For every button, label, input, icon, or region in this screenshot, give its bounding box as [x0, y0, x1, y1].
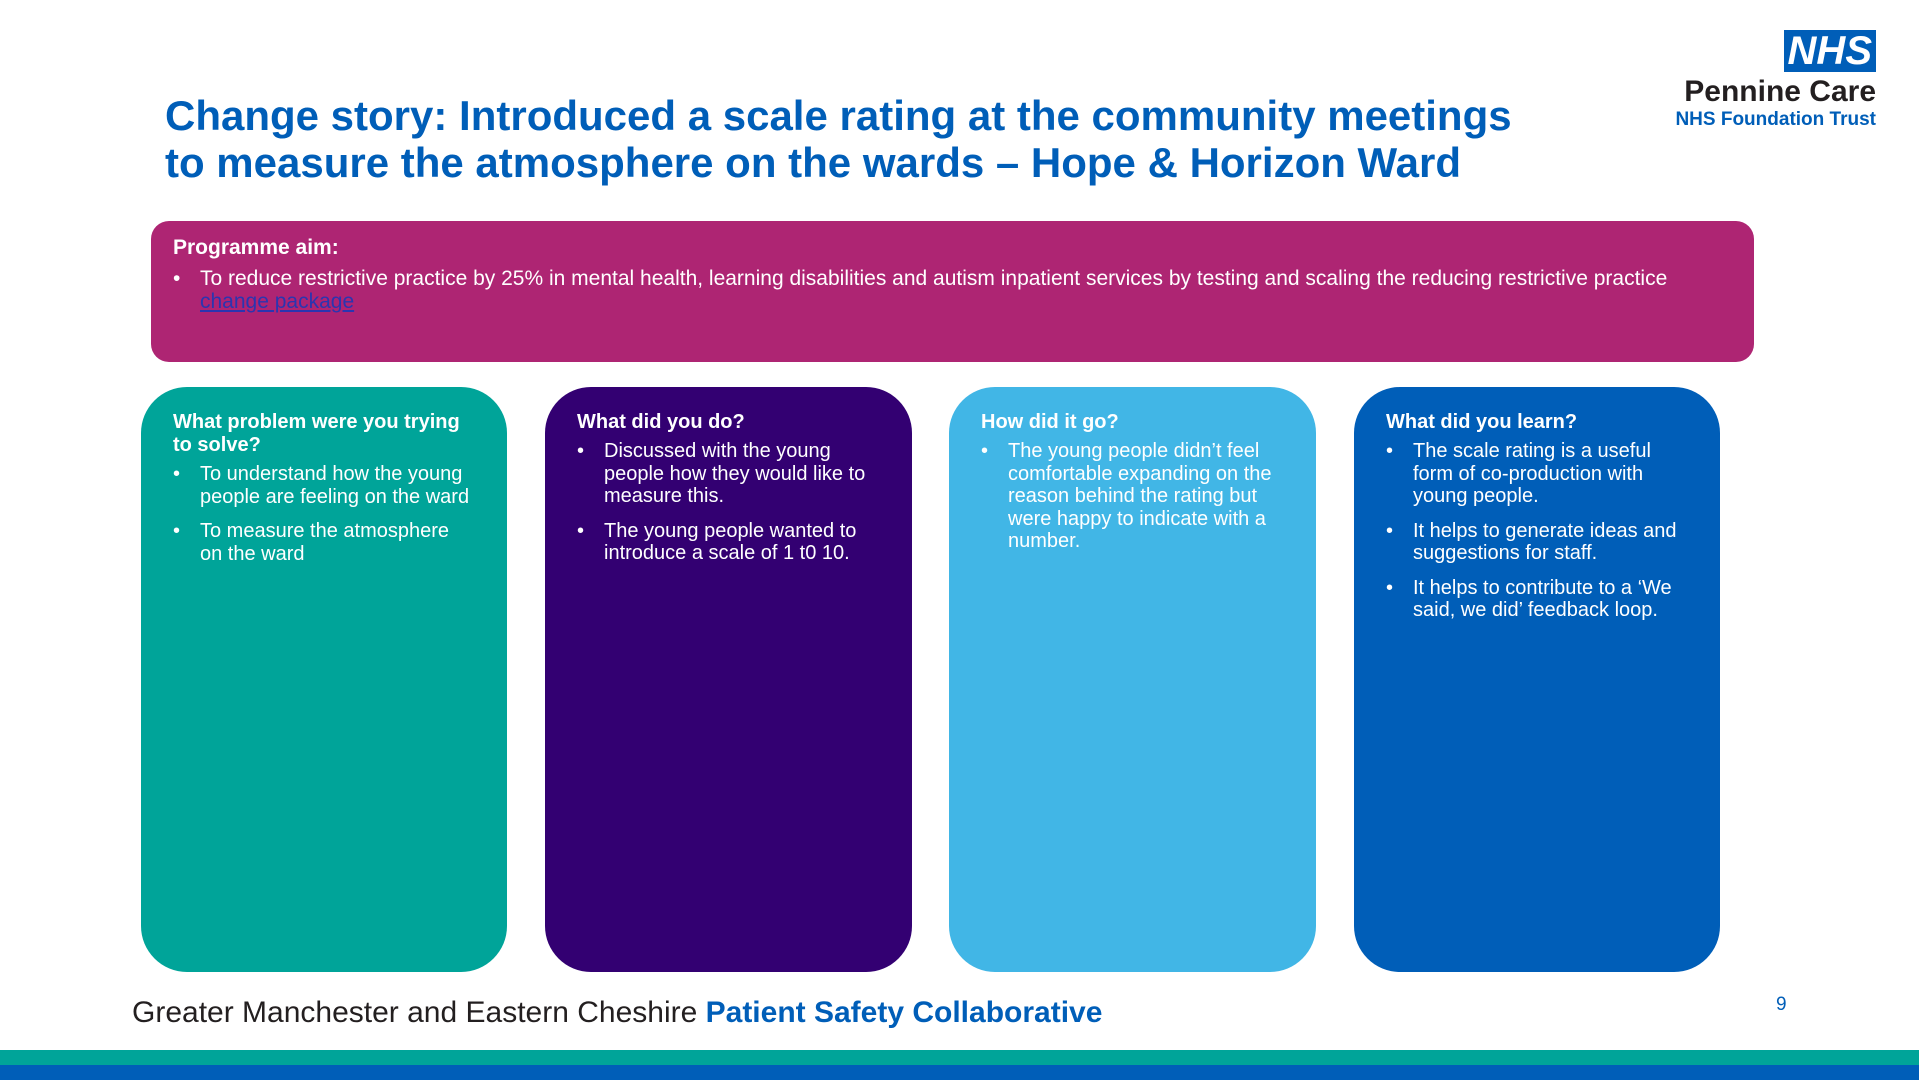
list-item: It helps to contribute to a ‘We said, we…	[1386, 577, 1688, 622]
card-learning-heading: What did you learn?	[1386, 411, 1578, 433]
programme-aim-item: To reduce restrictive practice by 25% in…	[173, 267, 1732, 313]
list-item: The young people wanted to introduce a s…	[577, 520, 880, 565]
card-outcome-heading: How did it go?	[981, 411, 1119, 433]
programme-aim-heading: Programme aim:	[173, 236, 339, 259]
card-learning: What did you learn? The scale rating is …	[1354, 387, 1720, 972]
card-problem-heading: What problem were you trying to solve?	[173, 411, 460, 456]
nhs-logo-mark: NHS	[1783, 30, 1876, 72]
card-learning-list: The scale rating is a useful form of co-…	[1386, 440, 1688, 622]
footer-accent-text: Patient Safety Collaborative	[705, 996, 1103, 1029]
list-item: The scale rating is a useful form of co-…	[1386, 440, 1688, 508]
list-item: To understand how the young people are f…	[173, 463, 475, 508]
footer-text: Greater Manchester and Eastern Cheshire	[132, 996, 706, 1029]
card-outcome: How did it go? The young people didn’t f…	[949, 387, 1316, 972]
card-outcome-list: The young people didn’t feel comfortable…	[981, 440, 1284, 553]
programme-aim-text: To reduce restrictive practice by 25% in…	[200, 267, 1668, 290]
slide-title-line-2: to measure the atmosphere on the wards –…	[165, 139, 1461, 186]
programme-aim-panel: Programme aim: To reduce restrictive pra…	[151, 221, 1754, 362]
list-item: It helps to generate ideas and suggestio…	[1386, 520, 1688, 565]
footer-band-blue	[0, 1065, 1919, 1080]
card-problem-list: To understand how the young people are f…	[173, 463, 475, 565]
change-package-link[interactable]: change package	[200, 290, 355, 313]
nhs-pennine-care-logo: NHS Pennine Care NHS Foundation Trust	[1675, 30, 1876, 131]
slide-title: Change story: Introduced a scale rating …	[165, 92, 1625, 186]
list-item: To measure the atmosphere on the ward	[173, 520, 475, 565]
card-actions-heading: What did you do?	[577, 411, 745, 433]
card-problem: What problem were you trying to solve? T…	[141, 387, 507, 972]
logo-org-name: Pennine Care	[1684, 75, 1876, 108]
card-actions-list: Discussed with the young people how they…	[577, 440, 880, 565]
footer-band-teal	[0, 1050, 1919, 1065]
list-item: The young people didn’t feel comfortable…	[981, 440, 1284, 553]
programme-aim-list: To reduce restrictive practice by 25% in…	[173, 267, 1732, 313]
page-number: 9	[1776, 994, 1787, 1015]
list-item: Discussed with the young people how they…	[577, 440, 880, 508]
logo-org-subtitle: NHS Foundation Trust	[1675, 109, 1876, 130]
card-actions: What did you do? Discussed with the youn…	[545, 387, 912, 972]
footer-collaborative-name: Greater Manchester and Eastern Cheshire …	[132, 996, 1102, 1030]
slide-title-line-1: Change story: Introduced a scale rating …	[165, 92, 1512, 139]
